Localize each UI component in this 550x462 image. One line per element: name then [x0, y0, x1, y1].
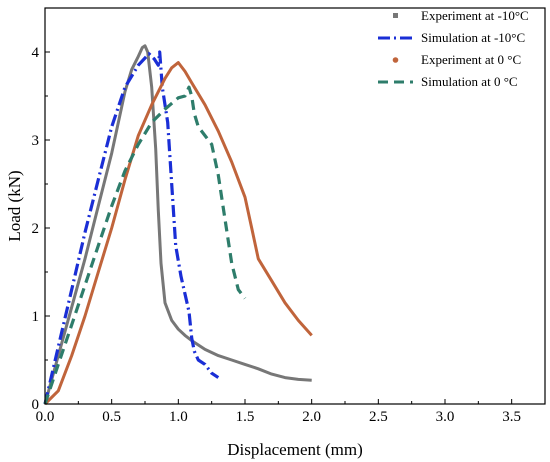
legend: Experiment at -10°C Simulation at -10°C Ex… [378, 8, 529, 89]
series-line-0 [43, 44, 312, 405]
y-axis-title: Load (kN) [5, 170, 24, 241]
plot-frame [44, 7, 546, 405]
x-tick-label: 0.0 [36, 409, 55, 425]
y-tick-label: 4 [32, 45, 40, 61]
legend-marker [393, 13, 398, 18]
y-tick-label: 1 [32, 309, 40, 325]
legend-label: Experiment at 0 °C [421, 52, 521, 67]
series-line-1 [43, 50, 220, 405]
x-axis-title: Displacement (mm) [227, 440, 363, 459]
x-tick-label: 3.0 [436, 409, 455, 425]
series-line-2 [43, 61, 313, 406]
legend-label: Simulation at 0 °C [421, 74, 518, 89]
axes: 0.0 0.5 1.0 1.5 2.0 2.5 3.0 3.5 0 1 2 3 4 [32, 7, 546, 425]
x-tick-label: 2.5 [369, 409, 388, 425]
x-tick-label: 2.0 [302, 409, 321, 425]
legend-label: Experiment at -10°C [421, 8, 529, 23]
series-line-3 [43, 85, 247, 405]
x-tick-label: 1.5 [236, 409, 255, 425]
x-tick-label: 3.5 [502, 409, 521, 425]
y-tick-label: 2 [32, 221, 40, 237]
x-tick-label: 0.5 [102, 409, 121, 425]
y-tick-label: 3 [32, 133, 40, 149]
plot-area [43, 44, 313, 406]
x-tick-label: 1.0 [169, 409, 188, 425]
y-tick-label: 0 [32, 397, 40, 413]
legend-marker [392, 57, 399, 63]
legend-label: Simulation at -10°C [421, 30, 525, 45]
